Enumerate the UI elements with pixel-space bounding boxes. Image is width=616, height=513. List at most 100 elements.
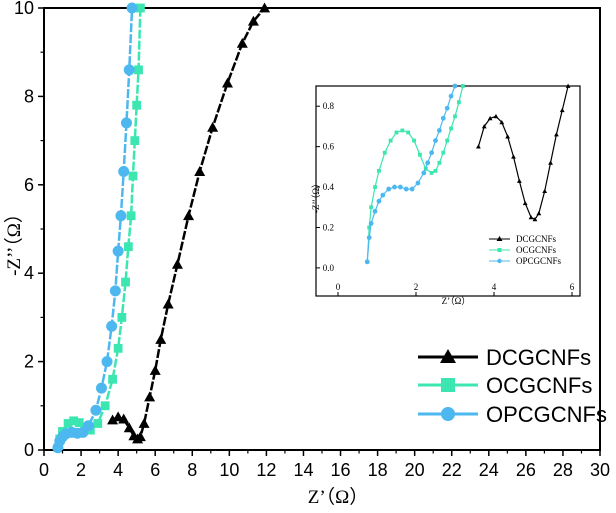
- inset-data-point-ocgcnfs: [456, 100, 461, 105]
- x-tick-label: 22: [442, 460, 462, 480]
- data-point-opcgcnfs: [123, 64, 135, 76]
- data-point-ocgcnfs: [128, 171, 138, 181]
- inset-data-point-ocgcnfs: [400, 128, 405, 133]
- inset-data-point-opcgcnfs: [437, 128, 442, 133]
- data-point-ocgcnfs: [93, 419, 103, 428]
- inset-data-point-dcgcnfs: [528, 214, 534, 220]
- inset-data-point-dcgcnfs: [565, 83, 571, 88]
- inset-data-point-ocgcnfs: [417, 152, 422, 157]
- data-point-dcgcnfs: [171, 258, 183, 269]
- inset-frame: [315, 85, 581, 297]
- inset-data-point-ocgcnfs: [382, 150, 387, 155]
- inset-data-point-dcgcnfs: [522, 200, 528, 206]
- data-point-dcgcnfs: [118, 413, 130, 424]
- data-point-dcgcnfs: [155, 334, 167, 344]
- data-point-opcgcnfs: [118, 166, 130, 178]
- inset-data-point-ocgcnfs: [433, 168, 438, 173]
- inset-x-axis-title: Z’（Ω）: [442, 296, 471, 306]
- inset-data-point-dcgcnfs: [481, 124, 487, 129]
- inset-y-tick-label: 0.6: [323, 142, 335, 152]
- data-point-opcgcnfs: [106, 320, 118, 332]
- data-point-dcgcnfs: [183, 210, 195, 221]
- inset-data-point-dcgcnfs: [493, 113, 499, 119]
- data-point-opcgcnfs: [90, 404, 102, 416]
- x-tick-label: 16: [331, 460, 351, 480]
- inset-data-point-ocgcnfs: [460, 84, 465, 88]
- inset-data-point-dcgcnfs: [505, 134, 511, 139]
- inset-data-point-opcgcnfs: [440, 115, 446, 121]
- data-point-dcgcnfs: [123, 422, 135, 433]
- x-tick-label: 30: [590, 460, 610, 480]
- inset-data-point-dcgcnfs: [554, 132, 559, 137]
- inset-data-point-ocgcnfs: [445, 138, 450, 143]
- y-tick-label: 0: [24, 440, 34, 460]
- inset-data-point-dcgcnfs: [476, 144, 481, 149]
- inset-legend-label-dcgcnfs: DCGCNFs: [516, 234, 557, 244]
- data-point-dcgcnfs: [107, 414, 119, 425]
- inset-legend: DCGCNFs OCGCNFs OPCGCNFs: [489, 234, 562, 266]
- inset-legend-marker-opcgcnfs: [497, 258, 502, 264]
- inset-data-point-opcgcnfs: [386, 186, 392, 192]
- inset-data-point-opcgcnfs: [452, 83, 458, 89]
- inset-data-point-ocgcnfs: [406, 130, 411, 135]
- inset-data-point-dcgcnfs: [516, 178, 522, 183]
- data-point-dcgcnfs: [134, 431, 146, 442]
- main-series-group: [52, 2, 271, 454]
- data-point-ocgcnfs: [121, 277, 130, 287]
- inset-legend-marker-ocgcnfs: [497, 248, 502, 252]
- inset-data-point-opcgcnfs: [409, 186, 415, 192]
- inset-data-point-ocgcnfs: [377, 168, 381, 173]
- data-point-dcgcnfs: [138, 417, 150, 428]
- data-point-dcgcnfs: [259, 2, 271, 13]
- inset-data-point-dcgcnfs: [511, 154, 516, 159]
- inset-x-tick-label: 4: [492, 282, 497, 292]
- inset-legend-label-opcgcnfs: OPCGCNFs: [516, 256, 562, 266]
- inset-y-axis-title: -Z’’（Ω）: [311, 179, 321, 213]
- data-point-opcgcnfs: [95, 382, 107, 394]
- data-point-ocgcnfs: [74, 418, 84, 427]
- inset-x-tick-label: 0: [336, 282, 341, 292]
- inset-data-point-ocgcnfs: [412, 138, 416, 143]
- inset-data-point-ocgcnfs: [429, 170, 434, 175]
- inset-data-point-opcgcnfs: [392, 184, 397, 190]
- legend-label-ocgcnfs: OCGCNFs: [486, 373, 592, 398]
- inset-data-point-opcgcnfs: [448, 93, 454, 99]
- inset-data-point-opcgcnfs: [376, 198, 382, 204]
- inset-y-tick-label: 0.0: [323, 263, 335, 273]
- data-point-ocgcnfs: [117, 313, 127, 322]
- inset-data-point-ocgcnfs: [441, 150, 446, 155]
- data-point-ocgcnfs: [132, 100, 142, 110]
- inset-data-point-opcgcnfs: [364, 259, 370, 265]
- data-point-ocgcnfs: [113, 343, 123, 353]
- x-tick-label: 12: [256, 460, 276, 480]
- data-point-ocgcnfs: [69, 416, 79, 426]
- x-tick-label: 26: [516, 460, 536, 480]
- data-point-ocgcnfs: [63, 419, 73, 428]
- data-point-opcgcnfs: [120, 117, 132, 129]
- inset-data-point-opcgcnfs: [398, 184, 403, 190]
- inset-x-tick-label: 2: [414, 282, 419, 292]
- inset-data-point-ocgcnfs: [367, 225, 372, 230]
- x-tick-label: 24: [479, 460, 499, 480]
- y-axis-title: -Z’’（Ω）: [3, 204, 25, 276]
- inset-data-point-opcgcnfs: [425, 160, 431, 166]
- legend-marker-opcgcnfs: [441, 407, 455, 421]
- x-tick-label: 6: [150, 460, 160, 480]
- inset-data-point-opcgcnfs: [366, 235, 372, 240]
- data-point-dcgcnfs: [247, 15, 259, 26]
- data-point-ocgcnfs: [100, 401, 110, 411]
- y-tick-label: 6: [24, 175, 34, 195]
- data-point-dcgcnfs: [207, 121, 219, 132]
- legend-marker-dcgcnfs: [440, 349, 456, 363]
- inset-data-point-ocgcnfs: [449, 126, 454, 131]
- inset-data-point-dcgcnfs: [536, 210, 542, 216]
- data-point-dcgcnfs: [236, 37, 248, 48]
- inset-data-point-opcgcnfs: [372, 208, 378, 214]
- data-point-opcgcnfs: [82, 420, 94, 432]
- data-point-dcgcnfs: [162, 298, 174, 309]
- x-tick-label: 8: [187, 460, 197, 480]
- inset-data-point-opcgcnfs: [403, 186, 409, 192]
- y-tick-label: 4: [24, 263, 34, 283]
- x-tick-label: 20: [405, 460, 425, 480]
